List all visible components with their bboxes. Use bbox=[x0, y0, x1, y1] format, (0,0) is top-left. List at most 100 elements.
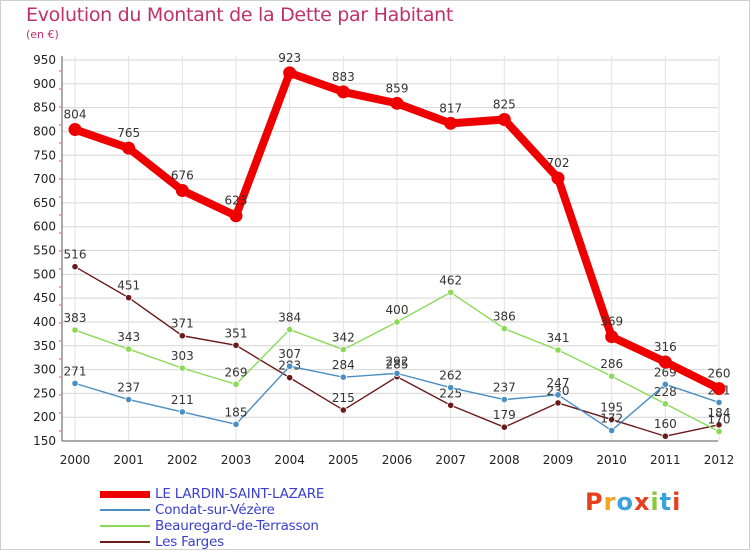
data-label: 237 bbox=[493, 381, 516, 395]
legend-label: Beauregard-de-Terrasson bbox=[155, 518, 319, 534]
data-label: 269 bbox=[225, 365, 248, 379]
logo-letter: t bbox=[659, 488, 673, 516]
x-tick-label: 2000 bbox=[60, 453, 91, 467]
data-label: 883 bbox=[332, 70, 355, 84]
data-point bbox=[336, 85, 350, 99]
data-point bbox=[390, 96, 404, 110]
data-label: 825 bbox=[493, 98, 516, 112]
data-point bbox=[71, 326, 79, 334]
data-label: 341 bbox=[547, 331, 570, 345]
data-point bbox=[125, 294, 133, 302]
data-point bbox=[447, 384, 455, 392]
data-label: 215 bbox=[332, 391, 355, 405]
data-label: 702 bbox=[547, 156, 570, 170]
data-label: 260 bbox=[708, 367, 731, 381]
data-point bbox=[232, 380, 240, 388]
logo-letter: i bbox=[650, 488, 660, 516]
data-point bbox=[661, 432, 669, 440]
data-point bbox=[229, 209, 243, 223]
y-tick-label: 650 bbox=[33, 196, 56, 210]
data-label: 351 bbox=[225, 326, 248, 340]
y-tick-label: 950 bbox=[33, 53, 56, 67]
data-point bbox=[125, 395, 133, 404]
data-point bbox=[447, 288, 455, 297]
y-tick-label: 400 bbox=[33, 315, 56, 329]
y-tick-label: 850 bbox=[33, 101, 56, 115]
chart-subtitle: (en €) bbox=[26, 28, 59, 41]
data-point bbox=[715, 398, 723, 407]
legend-swatch bbox=[100, 525, 150, 527]
data-label: 225 bbox=[439, 386, 462, 400]
data-point bbox=[554, 346, 562, 354]
y-tick-label: 300 bbox=[33, 363, 56, 377]
data-point bbox=[447, 401, 455, 409]
data-point bbox=[393, 369, 401, 377]
data-point bbox=[715, 427, 723, 436]
data-label: 804 bbox=[64, 108, 87, 122]
data-label: 160 bbox=[654, 417, 677, 431]
data-label: 343 bbox=[117, 330, 140, 344]
x-tick-label: 2001 bbox=[113, 453, 144, 467]
data-point bbox=[658, 355, 672, 369]
logo-letter: i bbox=[672, 488, 682, 516]
data-point bbox=[554, 399, 562, 407]
data-label: 316 bbox=[654, 340, 677, 354]
data-point bbox=[178, 408, 186, 416]
x-tick-label: 2003 bbox=[221, 453, 252, 467]
data-label: 184 bbox=[708, 406, 731, 420]
data-label: 859 bbox=[386, 81, 409, 95]
data-label: 211 bbox=[171, 393, 194, 407]
chart-title: Evolution du Montant de la Dette par Hab… bbox=[26, 4, 454, 26]
x-tick-label: 2011 bbox=[650, 453, 681, 467]
data-point bbox=[71, 263, 79, 271]
data-point bbox=[608, 426, 616, 435]
data-label: 307 bbox=[278, 347, 301, 361]
data-label: 383 bbox=[64, 311, 87, 325]
data-point bbox=[122, 141, 136, 155]
legend-label: Les Farges bbox=[155, 534, 224, 550]
y-tick-label: 250 bbox=[33, 386, 56, 400]
data-point bbox=[608, 415, 616, 424]
data-point bbox=[554, 391, 562, 399]
data-label: 230 bbox=[547, 384, 570, 398]
y-tick-label: 900 bbox=[33, 77, 56, 91]
x-tick-label: 2008 bbox=[489, 453, 520, 467]
data-label: 516 bbox=[64, 248, 87, 262]
data-point bbox=[497, 113, 511, 127]
data-label: 286 bbox=[600, 357, 623, 371]
x-tick-label: 2010 bbox=[596, 453, 627, 467]
data-point bbox=[339, 373, 347, 381]
data-label: 386 bbox=[493, 310, 516, 324]
data-label: 765 bbox=[117, 126, 140, 140]
data-label: 172 bbox=[600, 412, 623, 426]
proxiti-logo: Proxiti bbox=[585, 488, 681, 516]
logo-letter: r bbox=[603, 488, 617, 516]
y-tick-label: 750 bbox=[33, 148, 56, 162]
legend-swatch bbox=[100, 541, 150, 543]
data-point bbox=[500, 395, 508, 404]
data-label: 623 bbox=[225, 194, 248, 208]
data-point bbox=[71, 379, 79, 387]
logo-letter: x bbox=[633, 488, 651, 516]
data-label: 303 bbox=[171, 349, 194, 363]
data-label: 237 bbox=[117, 381, 140, 395]
data-label: 170 bbox=[708, 412, 731, 426]
x-tick-label: 2002 bbox=[167, 453, 198, 467]
data-point bbox=[125, 345, 133, 353]
data-label: 451 bbox=[117, 279, 140, 293]
x-tick-label: 2009 bbox=[543, 453, 574, 467]
logo-letter: o bbox=[616, 488, 634, 516]
data-label: 285 bbox=[386, 358, 409, 372]
y-tick-label: 450 bbox=[33, 291, 56, 305]
plot-area bbox=[62, 56, 718, 441]
legend-label: LE LARDIN-SAINT-LAZARE bbox=[155, 486, 325, 502]
data-label: 342 bbox=[332, 331, 355, 345]
data-label: 384 bbox=[278, 311, 301, 325]
data-point bbox=[551, 171, 565, 185]
data-point bbox=[393, 318, 401, 326]
data-point bbox=[339, 406, 347, 414]
data-point bbox=[444, 116, 458, 130]
data-point bbox=[712, 382, 726, 396]
data-label: 371 bbox=[171, 317, 194, 331]
data-label: 185 bbox=[225, 405, 248, 419]
